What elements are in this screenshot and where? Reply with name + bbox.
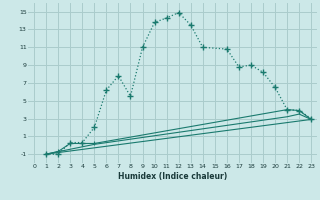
X-axis label: Humidex (Indice chaleur): Humidex (Indice chaleur) [118, 172, 227, 181]
